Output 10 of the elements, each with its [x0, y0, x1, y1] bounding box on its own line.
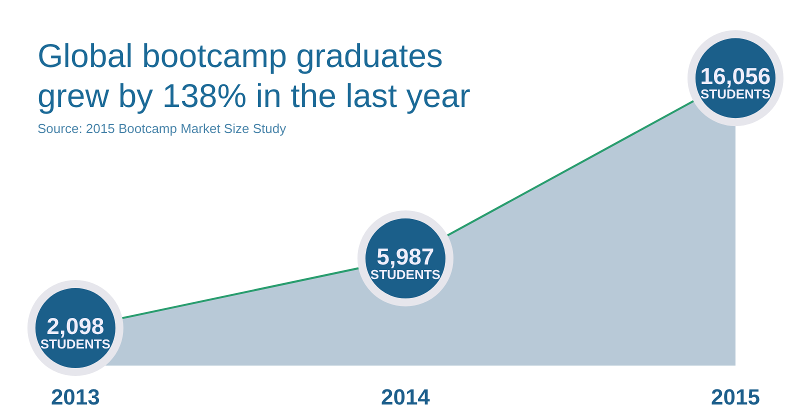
annotation: Source: 2015 Bootcamp Market Size Study — [38, 121, 287, 136]
x-tick-label: 2013 — [50, 384, 100, 410]
annotation: STUDENTS — [40, 336, 111, 352]
data-label: 16,056 — [700, 63, 771, 90]
data-label: 5,987 — [376, 243, 434, 270]
chart-title: Global bootcamp graduates grew by 138% in the last year — [38, 37, 470, 114]
x-tick-label: 2015 — [711, 384, 760, 410]
annotation: STUDENTS — [700, 86, 771, 102]
x-tick-label: 2014 — [380, 384, 431, 410]
data-label: 2,098 — [46, 313, 104, 340]
